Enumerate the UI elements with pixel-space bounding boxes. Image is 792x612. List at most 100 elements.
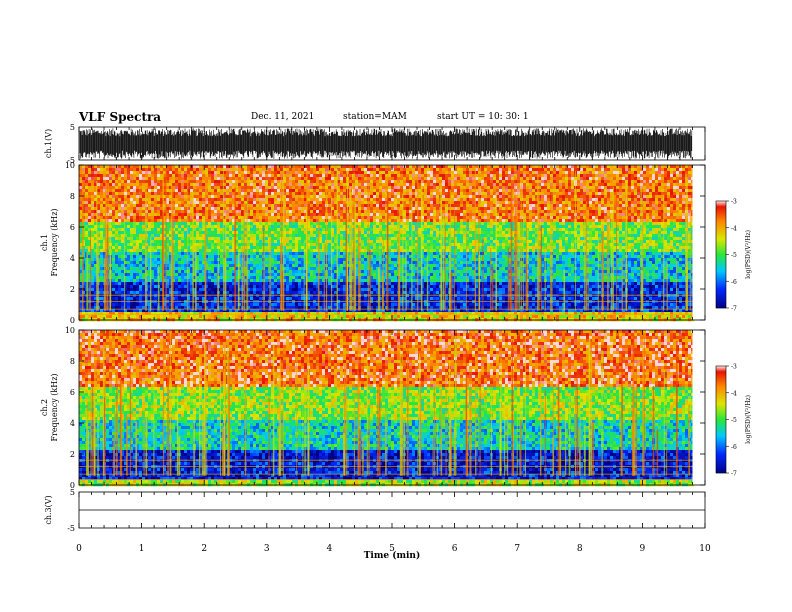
ch1-spectrogram-colorbar-cell: [716, 273, 726, 275]
ch1-spectrogram-colorbar-cell: [716, 264, 726, 266]
ch1-spectrogram-colorbar-cell: [716, 216, 726, 218]
ch1-spectrogram-colorbar-cell: [716, 223, 726, 225]
ch2-spectrogram-colorbar-cell: [716, 373, 726, 375]
xaxis-ticklabel: 1: [139, 544, 145, 554]
ch1-spectrogram-colorbar-cell: [716, 229, 726, 231]
ch1-spectrogram-colorbar-label: log(PSD)(V²/Hz): [745, 230, 752, 279]
ch1-spectrogram-colorbar-cell: [716, 293, 726, 295]
ch2-spectrogram-colorbar-cell: [716, 384, 726, 386]
ch1-spectrogram-colorbar-cell: [716, 297, 726, 299]
ch2-spectrogram-colorbar-cell: [716, 395, 726, 397]
ch2-spectrogram-colorbar-cell: [716, 428, 726, 430]
ch1-spectrogram-colorbar-cell: [716, 261, 726, 263]
xaxis-label: Time (min): [364, 550, 421, 561]
ch1-spectrogram-colorbar-ticklabel: -5: [731, 252, 737, 259]
xaxis-ticklabel: 5: [389, 544, 395, 554]
ch1-spectrogram-ytick: 6: [70, 223, 75, 232]
ch2-spectrogram-colorbar-cell: [716, 445, 726, 447]
ch2-spectrogram-colorbar-cell: [716, 434, 726, 436]
ch1-spectrogram-colorbar-cell: [716, 274, 726, 276]
ch2-spectrogram-colorbar-cell: [716, 437, 726, 439]
ch2-spectrogram-ytick: 0: [70, 481, 75, 490]
ch2-spectrogram-colorbar-cell: [716, 420, 726, 422]
ch1-spectrogram-colorbar-cell: [716, 304, 726, 306]
ch1-spectrogram-colorbar-cell: [716, 284, 726, 286]
ch1-spectrogram-colorbar-cell: [716, 278, 726, 280]
ch1-spectrogram-colorbar-cell: [716, 286, 726, 288]
ch1-spectrogram-colorbar-cell: [716, 217, 726, 219]
ch2-spectrogram-colorbar-cell: [716, 379, 726, 381]
ch1-spectrogram-colorbar-cell: [716, 239, 726, 241]
ch2-spectrogram-colorbar-cell: [716, 386, 726, 388]
ch1-spectrogram-colorbar-cell: [716, 219, 726, 221]
ch1-waveform-ylabel: ch.1(V): [44, 129, 53, 158]
ch2-spectrogram-colorbar-cell: [716, 366, 726, 368]
ch2-spectrogram-ylabel: Frequency (kHz): [50, 373, 59, 441]
ch1-spectrogram-colorbar-cell: [716, 246, 726, 248]
ch1-spectrogram-colorbar-cell: [716, 232, 726, 234]
ch2-spectrogram-colorbar-cell: [716, 459, 726, 461]
ch2-spectrogram-colorbar-cell: [716, 381, 726, 383]
ch1-spectrogram-colorbar-cell: [716, 249, 726, 251]
ch1-spectrogram-colorbar-cell: [716, 283, 726, 285]
ch2-spectrogram-colorbar-cell: [716, 469, 726, 471]
ch2-spectrogram-colorbar-cell: [716, 421, 726, 423]
ch2-spectrogram-colorbar-ticklabel: -7: [731, 471, 737, 478]
ch2-spectrogram-colorbar-cell: [716, 471, 726, 473]
ch2-spectrogram-colorbar-cell: [716, 426, 726, 428]
ch2-spectrogram-ytick: 8: [70, 357, 75, 366]
ch2-spectrogram-colorbar-cell: [716, 385, 726, 387]
ch2-spectrogram-colorbar-cell: [716, 438, 726, 440]
ch1-spectrogram-colorbar-cell: [716, 235, 726, 237]
ch1-spectrogram-colorbar-cell: [716, 282, 726, 284]
ch3-waveform-ytick: 5: [70, 488, 75, 497]
ch1-spectrogram-colorbar-ticklabel: -6: [731, 279, 737, 286]
ch1-spectrogram-colorbar-cell: [716, 270, 726, 272]
ch1-spectrogram-colorbar-cell: [716, 303, 726, 305]
ch1-spectrogram-colorbar-cell: [716, 272, 726, 274]
ch2-spectrogram-colorbar-cell: [716, 454, 726, 456]
ch1-spectrogram-colorbar-cell: [716, 233, 726, 235]
ch2-spectrogram-colorbar-cell: [716, 419, 726, 421]
ch2-spectrogram-colorbar-cell: [716, 461, 726, 463]
ch2-spectrogram-colorbar-cell: [716, 387, 726, 389]
ch1-spectrogram-colorbar-cell: [716, 258, 726, 260]
ch2-spectrogram-colorbar-ticklabel: -5: [731, 417, 737, 424]
ch1-spectrogram-colorbar-ticklabel: -3: [731, 199, 737, 206]
station-label: station=MAM: [343, 112, 407, 122]
ch2-spectrogram-colorbar-cell: [716, 404, 726, 406]
ch1-spectrogram-colorbar-cell: [716, 289, 726, 291]
ch2-spectrogram-colorbar-cell: [716, 382, 726, 384]
ch1-spectrogram-ytick: 0: [70, 316, 75, 325]
ch2-spectrogram-colorbar-cell: [716, 416, 726, 418]
ch1-spectrogram-colorbar-cell: [716, 221, 726, 223]
ch1-spectrogram-ytick: 4: [70, 254, 75, 263]
ch1-spectrogram-ytick: 8: [70, 192, 75, 201]
ch1-spectrogram-colorbar-cell: [716, 222, 726, 224]
ch1-spectrogram-colorbar-cell: [716, 266, 726, 268]
xaxis-ticklabel: 8: [577, 544, 583, 554]
ch1-spectrogram-colorbar-cell: [716, 238, 726, 240]
ch2-spectrogram-colorbar-cell: [716, 443, 726, 445]
ch1-spectrogram-colorbar-cell: [716, 295, 726, 297]
ch2-spectrogram-colorbar-cell: [716, 441, 726, 443]
ch2-spectrogram-colorbar-cell: [716, 444, 726, 446]
ch1-spectrogram-colorbar-cell: [716, 290, 726, 292]
ch2-spectrogram-colorbar-cell: [716, 376, 726, 378]
ch2-spectrogram-colorbar-cell: [716, 466, 726, 468]
ch2-spectrogram-colorbar-cell: [716, 460, 726, 462]
ch1-spectrogram-colorbar-cell: [716, 291, 726, 293]
ch2-spectrogram-colorbar-cell: [716, 390, 726, 392]
ch2-spectrogram-colorbar-cell: [716, 468, 726, 470]
ch2-spectrogram-colorbar-cell: [716, 394, 726, 396]
ch2-spectrogram-colorbar-cell: [716, 400, 726, 402]
ch1-spectrogram-colorbar-cell: [716, 213, 726, 215]
ch1-spectrogram-colorbar-cell: [716, 305, 726, 307]
ch1-spectrogram-colorbar-cell: [716, 301, 726, 303]
start-time-label: start UT = 10: 30: 1: [437, 112, 529, 122]
ch1-spectrogram-colorbar-cell: [716, 254, 726, 256]
ch1-spectrogram-colorbar-cell: [716, 211, 726, 213]
ch2-spectrogram-colorbar-cell: [716, 431, 726, 433]
ch1-spectrogram-colorbar-cell: [716, 256, 726, 258]
ch1-spectrogram-colorbar-cell: [716, 251, 726, 253]
